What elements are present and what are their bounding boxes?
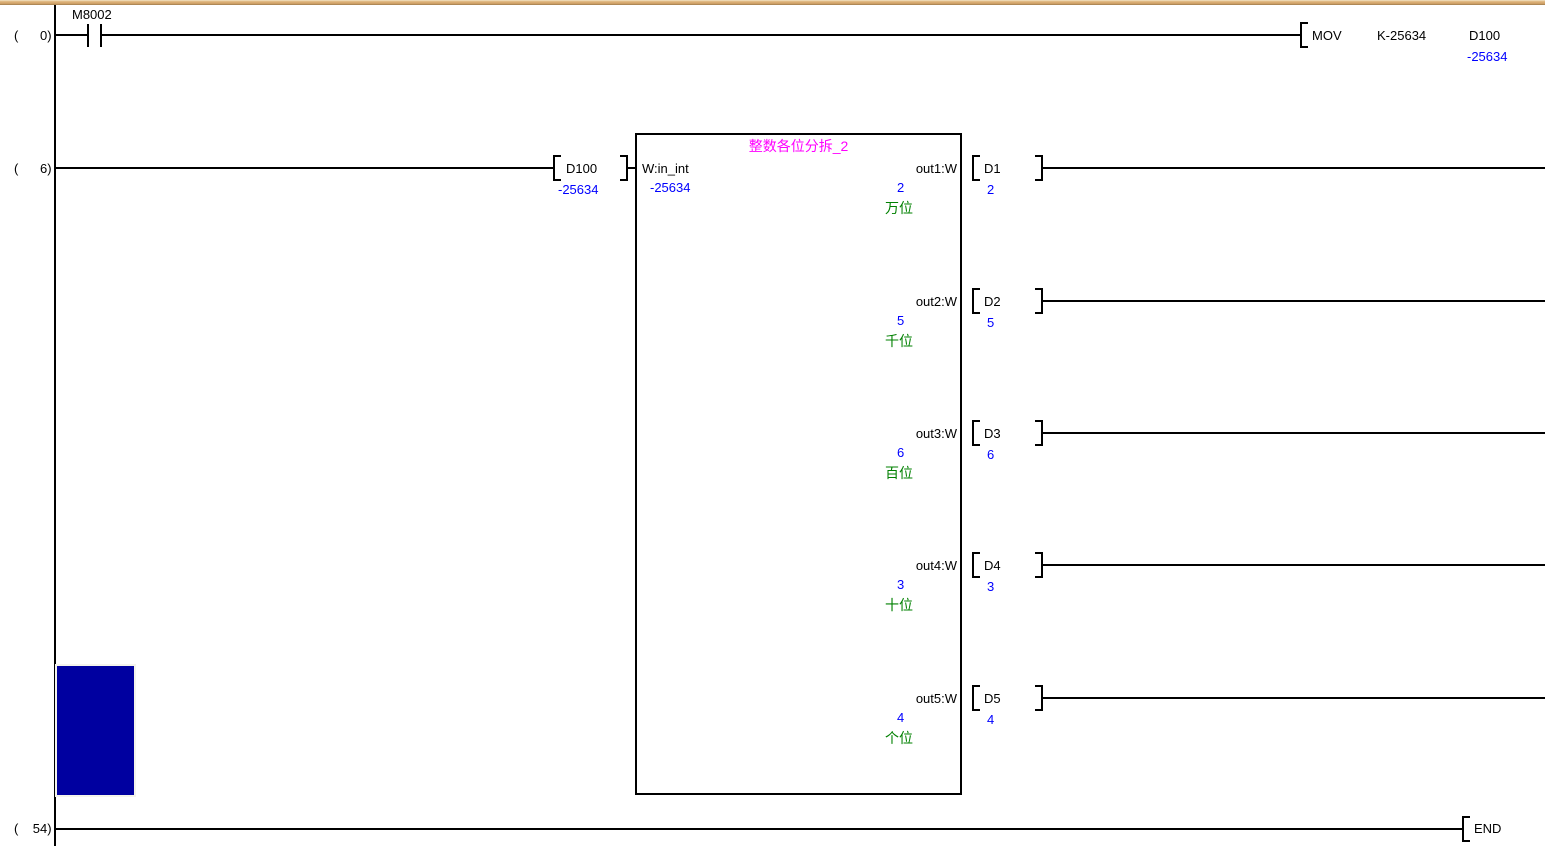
device-d1-label[interactable]: D1 <box>984 161 1001 176</box>
device-d4-label[interactable]: D4 <box>984 558 1001 573</box>
fb-output3-monitor-value: 6 <box>897 445 905 460</box>
mov-dest-monitor-value: -25634 <box>1467 49 1508 64</box>
fb-output2-monitor-value: 5 <box>897 313 905 328</box>
left-power-rail <box>54 5 56 846</box>
param-d100-device[interactable]: D100 <box>566 161 598 176</box>
editor-selection-cursor[interactable] <box>55 664 136 797</box>
device-d5-bracket-open <box>972 685 980 711</box>
fb-output3-label: out3:W <box>915 426 957 441</box>
rung0-step-number: ( 0) <box>14 28 52 43</box>
device-d2-label[interactable]: D2 <box>984 294 1001 309</box>
device-d5-monitor-value: 4 <box>987 712 995 727</box>
device-d1-bracket-open <box>972 155 980 181</box>
output4-wire <box>1043 564 1545 566</box>
fb-input-monitor-value: -25634 <box>650 180 691 195</box>
rung54-step-number: ( 54) <box>14 821 52 836</box>
fb-output1-monitor-value: 2 <box>897 180 905 195</box>
rung6-wire-stub <box>628 167 636 169</box>
device-d4-bracket-close <box>1035 552 1043 578</box>
param-d100-bracket-open <box>553 155 561 181</box>
fb-output4-comment: 十位 <box>885 597 913 613</box>
output5-wire <box>1043 697 1545 699</box>
fb-output2-comment: 千位 <box>885 333 913 349</box>
contact-m8002-label: M8002 <box>72 7 112 22</box>
device-d3-bracket-close <box>1035 420 1043 446</box>
window-top-border <box>0 0 1545 5</box>
device-d5-bracket-close <box>1035 685 1043 711</box>
param-d100-monitor-value: -25634 <box>558 182 599 197</box>
end-instruction-bracket <box>1462 816 1470 842</box>
rung0-wire-right <box>102 34 1300 36</box>
device-d3-label[interactable]: D3 <box>984 426 1001 441</box>
function-block-body[interactable] <box>635 133 962 795</box>
device-d3-bracket-open <box>972 420 980 446</box>
fb-output1-label: out1:W <box>915 161 957 176</box>
rung6-step-number: ( 6) <box>14 161 52 176</box>
contact-m8002-bar-right[interactable] <box>100 24 102 47</box>
fb-output4-label: out4:W <box>915 558 957 573</box>
device-d1-monitor-value: 2 <box>987 182 995 197</box>
rung54-wire <box>55 828 1462 830</box>
output2-wire <box>1043 300 1545 302</box>
fb-output5-label: out5:W <box>915 691 957 706</box>
fb-output4-monitor-value: 3 <box>897 577 905 592</box>
fb-output1-comment: 万位 <box>885 200 913 216</box>
output3-wire <box>1043 432 1545 434</box>
device-d1-bracket-close <box>1035 155 1043 181</box>
device-d5-label[interactable]: D5 <box>984 691 1001 706</box>
fb-input-label: W:in_int <box>642 161 689 176</box>
fb-output3-comment: 百位 <box>885 465 913 481</box>
device-d2-monitor-value: 5 <box>987 315 995 330</box>
output1-wire <box>1043 167 1545 169</box>
mov-opcode[interactable]: MOV <box>1312 28 1342 43</box>
mov-instruction-bracket <box>1300 22 1308 48</box>
device-d4-monitor-value: 3 <box>987 579 995 594</box>
contact-m8002-bar-left[interactable] <box>87 24 89 47</box>
mov-dest-operand[interactable]: D100 <box>1469 28 1501 43</box>
rung0-wire-left <box>55 34 88 36</box>
param-d100-bracket-close <box>620 155 628 181</box>
device-d3-monitor-value: 6 <box>987 447 995 462</box>
end-instruction[interactable]: END <box>1474 821 1502 836</box>
device-d2-bracket-open <box>972 288 980 314</box>
fb-output5-monitor-value: 4 <box>897 710 905 725</box>
device-d4-bracket-open <box>972 552 980 578</box>
fb-output2-label: out2:W <box>915 294 957 309</box>
device-d2-bracket-close <box>1035 288 1043 314</box>
rung6-wire-left <box>55 167 553 169</box>
mov-source-operand[interactable]: K-25634 <box>1377 28 1427 43</box>
fb-output5-comment: 个位 <box>885 730 913 746</box>
function-block-title: 整数各位分拆_2 <box>748 138 849 154</box>
